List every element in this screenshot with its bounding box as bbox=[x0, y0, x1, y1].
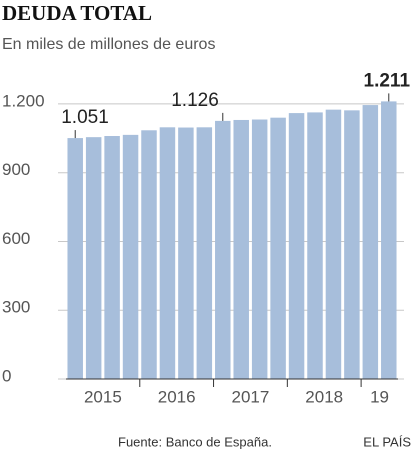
bar bbox=[85, 137, 102, 379]
bar bbox=[178, 127, 194, 379]
x-tick-label: 2015 bbox=[84, 387, 122, 406]
y-tick-label: 0 bbox=[2, 366, 11, 385]
bar bbox=[325, 109, 342, 380]
y-tick-label: 1.200 bbox=[2, 91, 45, 110]
bar bbox=[67, 138, 83, 379]
bar bbox=[141, 130, 157, 379]
x-tick-label: 19 bbox=[370, 387, 389, 406]
bar bbox=[104, 136, 120, 379]
bar bbox=[251, 119, 268, 379]
value-label: 1.126 bbox=[171, 90, 219, 111]
bar bbox=[344, 110, 360, 379]
value-label: 1.211 bbox=[364, 70, 411, 91]
bar bbox=[362, 105, 379, 380]
bar bbox=[215, 120, 231, 379]
chart-title: DEUDA TOTAL bbox=[2, 1, 152, 25]
y-tick-label: 900 bbox=[2, 160, 30, 179]
value-label: 1.051 bbox=[61, 107, 109, 128]
bar bbox=[307, 112, 323, 380]
y-tick-label: 300 bbox=[2, 298, 30, 317]
bar bbox=[122, 134, 139, 379]
credit: EL PAÍS bbox=[363, 434, 411, 449]
x-tick-label: 2018 bbox=[305, 387, 343, 406]
bar bbox=[233, 119, 249, 379]
x-tick-label: 2016 bbox=[158, 387, 196, 406]
bar bbox=[288, 113, 305, 379]
bar bbox=[196, 127, 213, 379]
y-tick-label: 600 bbox=[2, 229, 30, 248]
bar bbox=[270, 117, 286, 379]
source: Fuente: Banco de España. bbox=[118, 434, 272, 449]
x-tick-label: 2017 bbox=[232, 387, 270, 406]
bar bbox=[381, 101, 397, 379]
bar bbox=[159, 127, 176, 379]
chart-subtitle: En miles de millones de euros bbox=[2, 36, 215, 53]
